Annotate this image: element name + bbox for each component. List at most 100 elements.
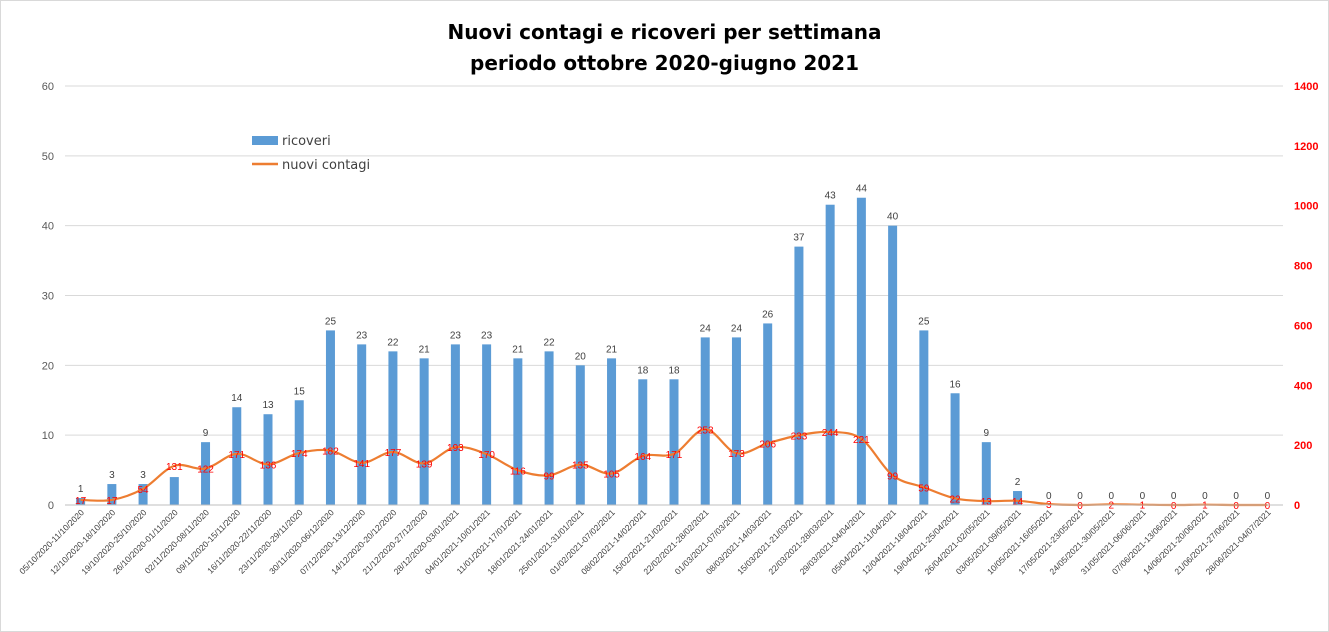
bar-data-label: 9 (984, 428, 990, 439)
bar-data-label: 16 (950, 379, 962, 390)
bar-data-label: 21 (606, 344, 618, 355)
line-data-label: 59 (918, 483, 930, 494)
bar (669, 379, 679, 505)
line-data-label: 99 (544, 471, 556, 482)
line-data-label: 54 (138, 485, 150, 496)
line-data-label: 13 (981, 497, 993, 508)
line-data-label: 17 (75, 496, 87, 507)
bar (700, 337, 710, 505)
y-left-tick-label: 0 (48, 500, 54, 512)
bar (856, 197, 866, 505)
bar-data-label: 23 (481, 330, 493, 341)
y-left-tick-label: 20 (42, 360, 54, 372)
line-data-label: 1 (1202, 501, 1208, 512)
y-right-tick-label: 1200 (1294, 141, 1318, 153)
y-right-tick-label: 0 (1294, 500, 1300, 512)
line-data-label: 99 (887, 471, 899, 482)
line-data-label: 136 (260, 460, 277, 471)
bar-data-label: 15 (294, 386, 306, 397)
line-data-label: 174 (291, 449, 308, 460)
line-data-label: 193 (447, 443, 464, 454)
bar (450, 344, 460, 505)
line-data-label: 139 (416, 459, 433, 470)
line-data-label: 116 (510, 466, 526, 477)
y-right-tick-label: 600 (1294, 320, 1312, 332)
bar (1013, 491, 1023, 505)
line-data-label: 2 (1108, 500, 1114, 511)
bar-data-label: 0 (1265, 491, 1271, 502)
bar-data-label: 18 (668, 365, 680, 376)
line-data-label: 206 (759, 439, 776, 450)
bar-data-label: 21 (512, 344, 524, 355)
bar-data-label: 22 (387, 337, 399, 348)
bar-data-label: 24 (700, 323, 712, 334)
bar-data-label: 1 (78, 484, 84, 495)
bar (607, 358, 617, 505)
y-right-tick-label: 800 (1294, 261, 1312, 273)
bar (544, 351, 554, 505)
line-data-label: 0 (1265, 501, 1271, 512)
bar (263, 414, 273, 505)
bar-data-label: 13 (262, 400, 274, 411)
line-data-label: 0 (1171, 501, 1177, 512)
bar (138, 484, 148, 505)
line-data-label: 135 (572, 461, 589, 472)
bar (388, 351, 398, 505)
bar (107, 484, 117, 505)
bar (825, 204, 835, 505)
line-data-label: 253 (697, 425, 714, 436)
y-left-tick-label: 40 (42, 221, 54, 233)
bar-data-label: 2 (1015, 477, 1021, 488)
bar (232, 407, 242, 505)
bar (794, 246, 804, 505)
bar-data-label: 0 (1108, 491, 1114, 502)
bar (575, 365, 585, 505)
line-data-label: 244 (822, 428, 839, 439)
bar-data-label: 14 (231, 393, 243, 404)
bar (981, 442, 991, 505)
line-data-label: 0 (1077, 501, 1083, 512)
line-data-label: 0 (1233, 501, 1239, 512)
bar (419, 358, 429, 505)
bar-data-label: 18 (637, 365, 649, 376)
line-data-label: 171 (228, 450, 245, 461)
line-data-label: 17 (106, 496, 118, 507)
line-data-label: 173 (728, 449, 745, 460)
y-right-tick-label: 200 (1294, 440, 1312, 452)
bar-data-label: 20 (575, 351, 587, 362)
bar-data-label: 0 (1077, 491, 1083, 502)
legend-label-nuovi-contagi: nuovi contagi (282, 158, 370, 173)
bar-data-label: 3 (109, 470, 115, 481)
bar-data-label: 37 (793, 233, 805, 244)
line-data-label: 1 (1140, 501, 1146, 512)
bar (169, 477, 179, 505)
bar (638, 379, 648, 505)
bar (325, 330, 335, 505)
line-data-label: 141 (353, 459, 370, 470)
y-right-tick-label: 1400 (1294, 81, 1318, 93)
bar (513, 358, 523, 505)
bar-data-label: 23 (356, 330, 368, 341)
bar (731, 337, 741, 505)
bar-data-label: 43 (825, 191, 837, 202)
bar-data-label: 24 (731, 323, 743, 334)
bar-data-label: 40 (887, 212, 899, 223)
line-data-label: 233 (791, 431, 808, 442)
bar-data-label: 44 (856, 184, 868, 195)
bar-data-label: 3 (140, 470, 146, 481)
bar (763, 323, 773, 505)
legend-swatch-ricoveri (252, 136, 278, 145)
line-data-label: 105 (603, 470, 620, 481)
bar (919, 330, 929, 505)
line-data-label: 122 (197, 464, 214, 475)
bar (888, 225, 898, 505)
line-data-label: 171 (666, 450, 683, 461)
line-data-label: 3 (1046, 500, 1052, 511)
bar-data-label: 0 (1233, 491, 1239, 502)
y-left-tick-label: 60 (42, 81, 54, 93)
bar-data-label: 0 (1171, 491, 1177, 502)
bar-data-label: 21 (419, 344, 431, 355)
bar (950, 393, 960, 505)
bar (482, 344, 492, 505)
